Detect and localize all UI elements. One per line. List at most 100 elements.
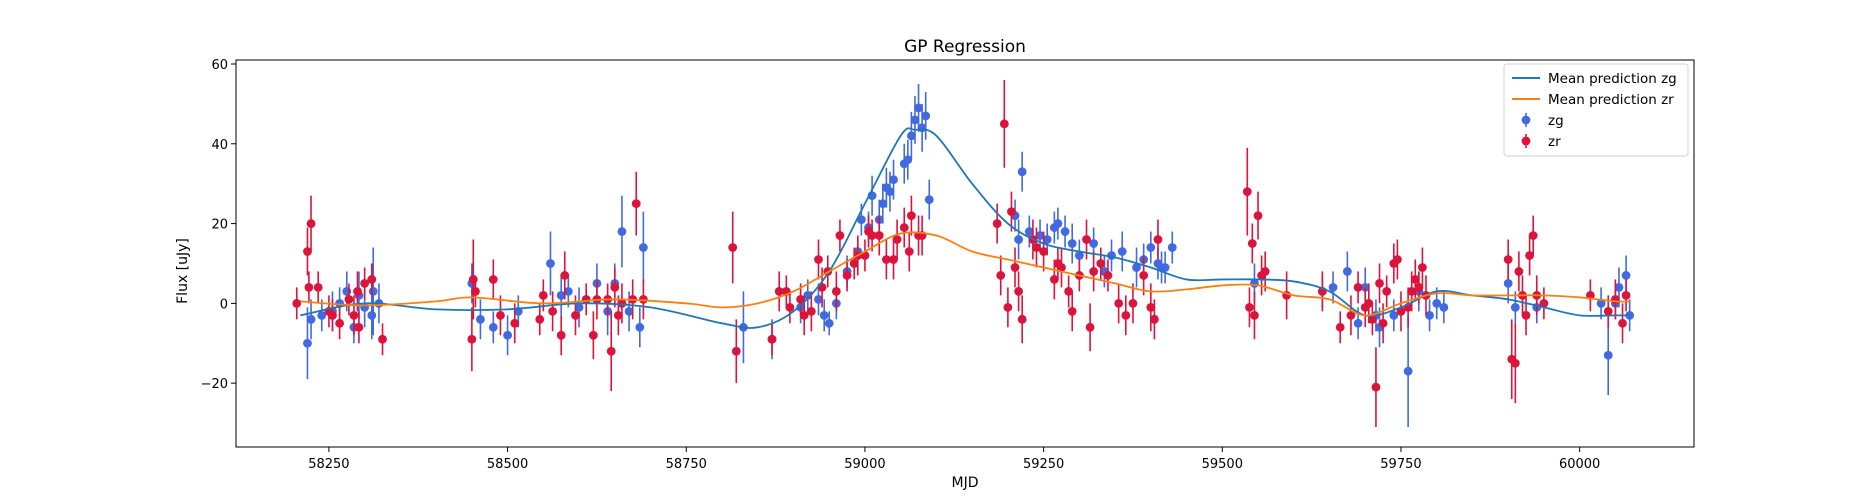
zr-point — [571, 310, 580, 320]
zr-point — [306, 219, 316, 228]
zr-point — [344, 294, 354, 304]
zg-point — [367, 310, 377, 320]
y-tick-label: 0 — [220, 297, 228, 312]
zr-point — [617, 298, 627, 308]
zr-point — [1618, 318, 1627, 328]
zr-point — [510, 318, 520, 328]
zr-point — [1089, 267, 1099, 276]
zr-point — [638, 294, 648, 304]
zg-point — [1035, 231, 1045, 240]
legend: Mean prediction zg Mean prediction zr zg zr — [1503, 63, 1689, 157]
zr-point — [867, 231, 877, 240]
zg-point — [924, 195, 934, 205]
zr-point — [889, 255, 898, 264]
zr-point — [613, 310, 623, 320]
x-tick-label: 58250 — [308, 457, 349, 472]
zg-point — [878, 199, 888, 209]
zg-point — [1614, 283, 1624, 292]
zr-point — [292, 298, 302, 308]
zg-point — [1042, 235, 1052, 244]
zg-point — [914, 103, 923, 113]
zr-point — [1245, 302, 1254, 312]
zg-point — [617, 227, 627, 236]
zr-point — [1103, 271, 1113, 280]
zr-point — [1382, 287, 1392, 296]
zg-point — [1024, 227, 1034, 236]
zr-point — [1242, 187, 1252, 197]
zr-point — [728, 243, 738, 252]
zg-point — [574, 302, 584, 312]
zr-point — [999, 119, 1009, 129]
zr-point — [1539, 298, 1549, 308]
zr-point — [1121, 310, 1131, 320]
zg-point — [303, 338, 312, 348]
zr-point — [1410, 275, 1420, 284]
zr-point — [610, 283, 620, 292]
zr-point — [1378, 318, 1388, 328]
zg-point — [1596, 298, 1606, 308]
zr-point — [904, 247, 914, 256]
zr-point — [799, 310, 809, 320]
zr-point — [1139, 271, 1149, 280]
zr-point — [1014, 287, 1024, 296]
zr-point — [349, 310, 359, 320]
zg-point — [1403, 366, 1413, 376]
zr-point — [849, 259, 859, 268]
x-tick-label: 59750 — [1380, 457, 1421, 472]
zg-point — [306, 314, 316, 324]
zg-point — [1146, 243, 1156, 252]
zg-point — [803, 290, 813, 300]
legend-label: zr — [1548, 134, 1561, 150]
zr-point — [1149, 314, 1159, 324]
y-tick-label: 20 — [211, 218, 228, 233]
zg-point — [885, 187, 895, 197]
y-tick-label: 60 — [211, 58, 228, 73]
zr-point — [471, 287, 480, 296]
zr-point — [1253, 211, 1263, 220]
legend-swatch-point — [1521, 115, 1531, 125]
zg-point — [889, 175, 898, 185]
zr-point — [906, 211, 916, 220]
zg-point — [1167, 243, 1177, 252]
zg-point — [563, 287, 573, 296]
zr-point — [831, 287, 841, 296]
zr-point — [606, 346, 616, 356]
zr-point — [560, 271, 570, 280]
zg-point — [1017, 167, 1027, 177]
zr-point — [1250, 310, 1259, 320]
zr-point — [353, 287, 362, 296]
zg-point — [910, 115, 920, 125]
zr-point — [1371, 382, 1381, 392]
zr-point — [468, 275, 478, 284]
zr-point — [767, 334, 777, 344]
zg-point — [546, 259, 555, 268]
zr-point — [1525, 251, 1535, 260]
plot-area: 58250 58500 58750 59000 59250 59500 59750 60000… — [201, 58, 1695, 472]
x-tick-label: 59000 — [844, 457, 885, 472]
zr-point — [1514, 267, 1524, 276]
zr-point — [303, 247, 312, 256]
zr-point — [1032, 243, 1041, 252]
zr-point — [467, 334, 477, 344]
zr-point — [806, 306, 816, 316]
axes-frame — [235, 59, 1695, 448]
zg-point — [1342, 267, 1352, 276]
zr-point — [842, 271, 852, 280]
zr-point — [1346, 310, 1356, 320]
zg-point — [856, 215, 866, 224]
zr-point — [1010, 263, 1020, 272]
zr-point — [774, 287, 784, 296]
zg-point — [903, 155, 913, 165]
zg-point — [1503, 279, 1513, 288]
x-tick-label: 59250 — [1023, 457, 1064, 472]
zr-point — [1528, 231, 1538, 240]
x-axis-label: MJD — [952, 475, 979, 491]
zr-point — [874, 231, 884, 240]
zr-point — [1096, 259, 1106, 268]
x-tick-label: 59500 — [1202, 457, 1243, 472]
zr-point — [1375, 279, 1384, 288]
zg-point — [1067, 239, 1077, 248]
zg-point — [488, 322, 498, 332]
zr-point — [548, 306, 558, 316]
